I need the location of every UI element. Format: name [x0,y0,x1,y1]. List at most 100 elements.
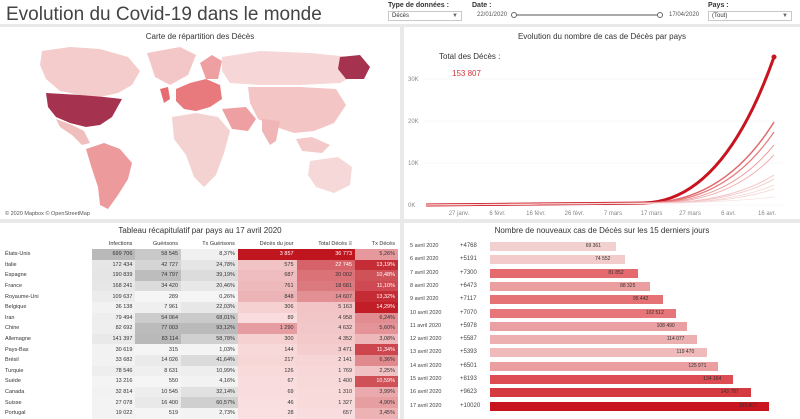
table-row[interactable]: États-Unis 699 706 58 545 8,37% 3 857 36 773 5… [2,249,398,260]
cell-txg: 41,64% [181,354,238,366]
cell-txd: 10,59% [355,376,398,387]
cell-dj: 848 [237,291,297,302]
date-slider-track[interactable] [514,14,660,16]
date-slider-end-handle[interactable] [657,12,663,18]
cell-txd: 3,45% [355,407,398,419]
table-row[interactable]: Belgique 36 138 7 961 22,03% 306 5 163 14,29% [2,301,398,313]
bar-increment-label: +5587 [460,336,477,343]
bar[interactable] [490,308,676,318]
bar[interactable] [490,242,616,251]
country-trend-line[interactable] [425,131,775,206]
bar-row[interactable]: 10 avril 2020 +7070 102 512 [404,308,800,318]
latest-point-marker[interactable] [771,54,777,60]
bar-increment-label: +7117 [460,296,477,303]
world-map[interactable] [0,27,400,219]
country-trend-line[interactable] [425,121,775,206]
bar-row[interactable]: 5 avril 2020 +4768 69 361 [404,241,800,251]
bar-row[interactable]: 7 avril 2020 +7300 81 852 [404,268,800,278]
table-row[interactable]: Portugal 19 022 519 2,73% 28 657 3,45% [2,407,398,419]
bar[interactable] [490,388,751,398]
type-select-value: Décès [392,13,410,19]
col-guerisons[interactable]: Guérisons [152,241,179,247]
x-tick-label: 27 mars [679,211,701,217]
table-row[interactable]: Royaume-Uni 109 637 289 0,26% 848 14 607 13,32… [2,291,398,302]
map-region-india [262,119,280,145]
bar[interactable] [490,335,697,345]
cell-dj: 217 [237,354,297,366]
table-row[interactable]: Allemagne 141 397 83 114 58,78% 300 4 352 3,08… [2,333,398,345]
cell-txd: 11,10% [355,280,398,292]
bar[interactable] [490,375,734,384]
date-slider-start-handle[interactable] [511,12,517,18]
date-end: 17/04/2020 [669,12,700,18]
pays-select[interactable]: (Tout) ▼ [708,11,792,21]
table-row[interactable]: Canada 32 814 10 545 32,14% 69 1 310 3,99% [2,386,398,398]
bar-date-label: 8 avril 2020 [410,282,439,289]
bar[interactable] [490,321,687,331]
bar-date-label: 13 avril 2020 [410,349,442,356]
cell-txd: 4,90% [355,397,398,408]
cell-inf: 30 619 [92,344,136,355]
bar[interactable] [490,295,663,305]
cell-gue: 42 727 [135,259,182,271]
bar-row[interactable]: 13 avril 2020 +5393 119 470 [404,347,800,358]
col-deces-jour[interactable]: Décès du jour [259,241,294,247]
cell-dj: 306 [237,301,297,313]
bar-row[interactable]: 6 avril 2020 +5191 74 552 [404,254,800,265]
cell-inf: 109 637 [92,291,136,302]
col-total-deces[interactable]: Total Décès ≡ [297,239,355,249]
map-region-uk [160,87,170,103]
bar-row[interactable]: 8 avril 2020 +6473 88 325 [404,281,800,291]
bar[interactable] [490,268,639,278]
cell-txg: 58,78% [181,333,238,345]
bar[interactable] [490,281,651,291]
cell-txg: 60,57% [181,397,238,408]
bar-row[interactable]: 17 avril 2020 +10020 153 807 [404,401,800,411]
table-row[interactable]: Pays-Bas 30 619 315 1,03% 144 3 471 11,34% [2,344,398,355]
bar-row[interactable]: 12 avril 2020 +5587 114 077 [404,334,800,345]
bar-row[interactable]: 11 avril 2020 +5978 108 490 [404,321,800,331]
table-row[interactable]: Suisse 27 078 16 400 60,57% 46 1 327 4,90% [2,397,398,408]
table-row[interactable]: Turquie 78 546 8 631 10,99% 126 1 769 2,25% [2,365,398,377]
bar-increment-label: +6501 [460,362,477,369]
bar-increment-label: +7070 [460,309,477,316]
type-select[interactable]: Décès ▼ [388,11,462,21]
cell-dj: 89 [237,312,297,324]
cell-gue: 7 961 [135,301,182,313]
table-row[interactable]: France 168 241 34 420 20,46% 761 18 681 11,10% [2,280,398,292]
bar-row[interactable]: 15 avril 2020 +8193 134 164 [404,374,800,384]
cell-country: États-Unis [5,251,31,258]
cell-td: 657 [296,407,356,419]
bar-row[interactable]: 9 avril 2020 +7117 95 442 [404,294,800,305]
evolution-chart[interactable]: 30K 20K 10K 0K 27 janv. 6 févr. 16 févr. 26 fév… [404,27,800,219]
cell-country: Iran [5,314,15,321]
cell-dj: 144 [237,344,297,355]
bar[interactable] [490,255,626,265]
cell-inf: 699 706 [92,249,136,260]
table-row[interactable]: Espagne 190 839 74 797 39,19% 687 20 002 10,48… [2,270,398,281]
table-row[interactable]: Chine 82 692 77 003 93,12% 1 290 4 632 5,60% [2,323,398,334]
table-row[interactable]: Iran 79 494 54 064 68,01% 89 4 958 6,24% [2,312,398,324]
country-trend-line[interactable] [425,196,775,206]
table-row[interactable]: Suède 13 216 550 4,16% 67 1 400 10,59% [2,376,398,387]
cell-txd: 11,34% [355,344,398,355]
table-row[interactable]: Italie 172 434 42 727 24,78% 575 22 745 13,19% [2,259,398,271]
bars-chart[interactable]: 5 avril 2020 +4768 69 361 6 avril 2020 +5191… [404,241,800,419]
table-title: Tableau récapitulatif par pays au 17 avr… [118,226,282,235]
col-infections[interactable]: Infections [108,241,133,247]
cell-td: 3 471 [296,344,356,355]
cell-td: 20 002 [296,270,356,281]
bar[interactable] [490,401,769,411]
col-tx-deces[interactable]: Tx Décès [371,241,395,247]
sort-descending-icon[interactable]: ≡ [348,241,353,247]
cell-td: 14 607 [296,291,356,302]
col-tx-guerisons[interactable]: Tx Guérisons [202,241,235,247]
bar[interactable] [490,348,707,358]
map-region-europe [176,79,222,111]
table-row[interactable]: Brésil 33 682 14 026 41,64% 217 2 141 6,36% [2,354,398,366]
bar-row[interactable]: 16 avril 2020 +9623 143 787 [404,387,800,398]
map-region-russia [222,51,362,85]
cell-txg: 20,46% [181,280,238,292]
bar-row[interactable]: 14 avril 2020 +6501 125 971 [404,361,800,371]
bar[interactable] [490,361,719,371]
